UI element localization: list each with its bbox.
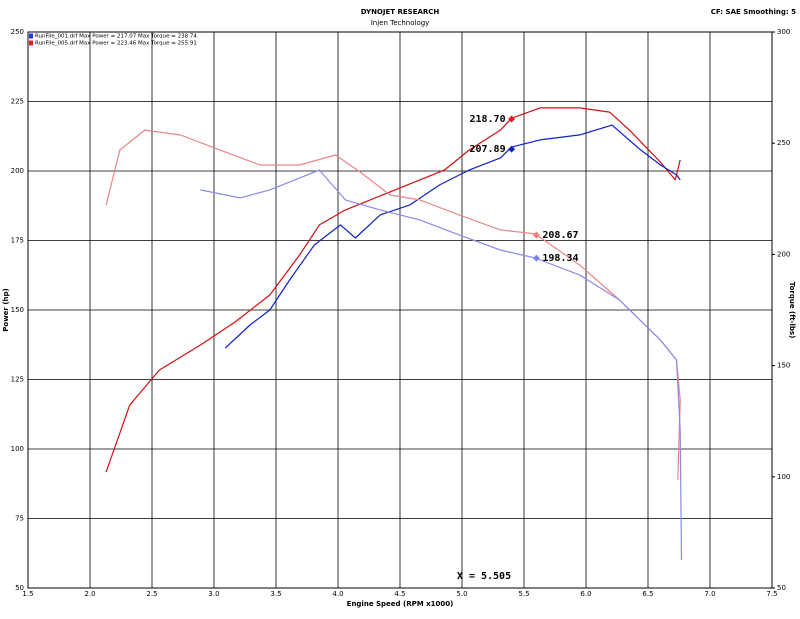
y-tick-label: 75 [15,515,24,523]
x-tick-label: 7.0 [704,590,715,598]
series-line [200,169,683,561]
marker [508,145,516,153]
x-tick-label: 3.0 [208,590,219,598]
y-tick-label: 150 [11,306,24,314]
y2-axis-label: Torque (ft-lbs) [788,282,796,339]
series-line [224,124,681,349]
x-tick-label: 4.0 [332,590,343,598]
x-tick-label: 6.5 [642,590,653,598]
x-tick-label: 5.0 [456,590,467,598]
y2-tick-label: 100 [777,473,790,481]
series-line [105,107,681,473]
y-tick-label: 100 [11,445,24,453]
cursor-label: X = 5.505 [457,571,511,582]
x-tick-label: 4.5 [394,590,405,598]
x-tick-label: 7.5 [766,590,777,598]
y-tick-label: 200 [11,167,24,175]
x-tick-label: 2.0 [84,590,95,598]
y-tick-label: 225 [11,98,24,106]
y-tick-label: 250 [11,28,24,36]
legend-entry: RunFile_001.drf Max Power = 217.07 Max T… [35,34,197,40]
y-axis-label: Power (hp) [2,288,10,331]
y2-tick-label: 250 [777,139,790,147]
chart-subtitle: Injen Technology [371,19,430,27]
marker-label: 207.89 [469,144,505,155]
y-tick-label: 125 [11,376,24,384]
x-tick-label: 2.5 [146,590,157,598]
x-tick-label: 5.5 [518,590,529,598]
y-tick-label: 175 [11,237,24,245]
x-tick-label: 1.5 [22,590,33,598]
y-tick-label: 50 [15,584,24,592]
marker-label: 208.67 [542,230,578,241]
x-axis-label: Engine Speed (RPM x1000) [347,600,454,608]
marker [508,115,516,123]
legend-swatch [29,33,33,39]
y2-tick-label: 150 [777,362,790,370]
y2-tick-label: 50 [777,584,786,592]
legend-entry: RunFile_005.drf Max Power = 223.46 Max T… [35,41,197,47]
series-line [105,129,681,480]
x-tick-label: 6.0 [580,590,591,598]
y2-tick-label: 300 [777,28,790,36]
y2-tick-label: 200 [777,250,790,258]
marker [532,231,540,239]
marker-label: 218.70 [469,114,505,125]
legend-swatch [29,40,33,46]
marker-label: 198.34 [542,253,578,264]
marker [532,254,540,262]
chart-title: DYNOJET RESEARCH [361,8,440,16]
x-tick-label: 3.5 [270,590,281,598]
settings-label: CF: SAE Smoothing: 5 [711,8,796,16]
